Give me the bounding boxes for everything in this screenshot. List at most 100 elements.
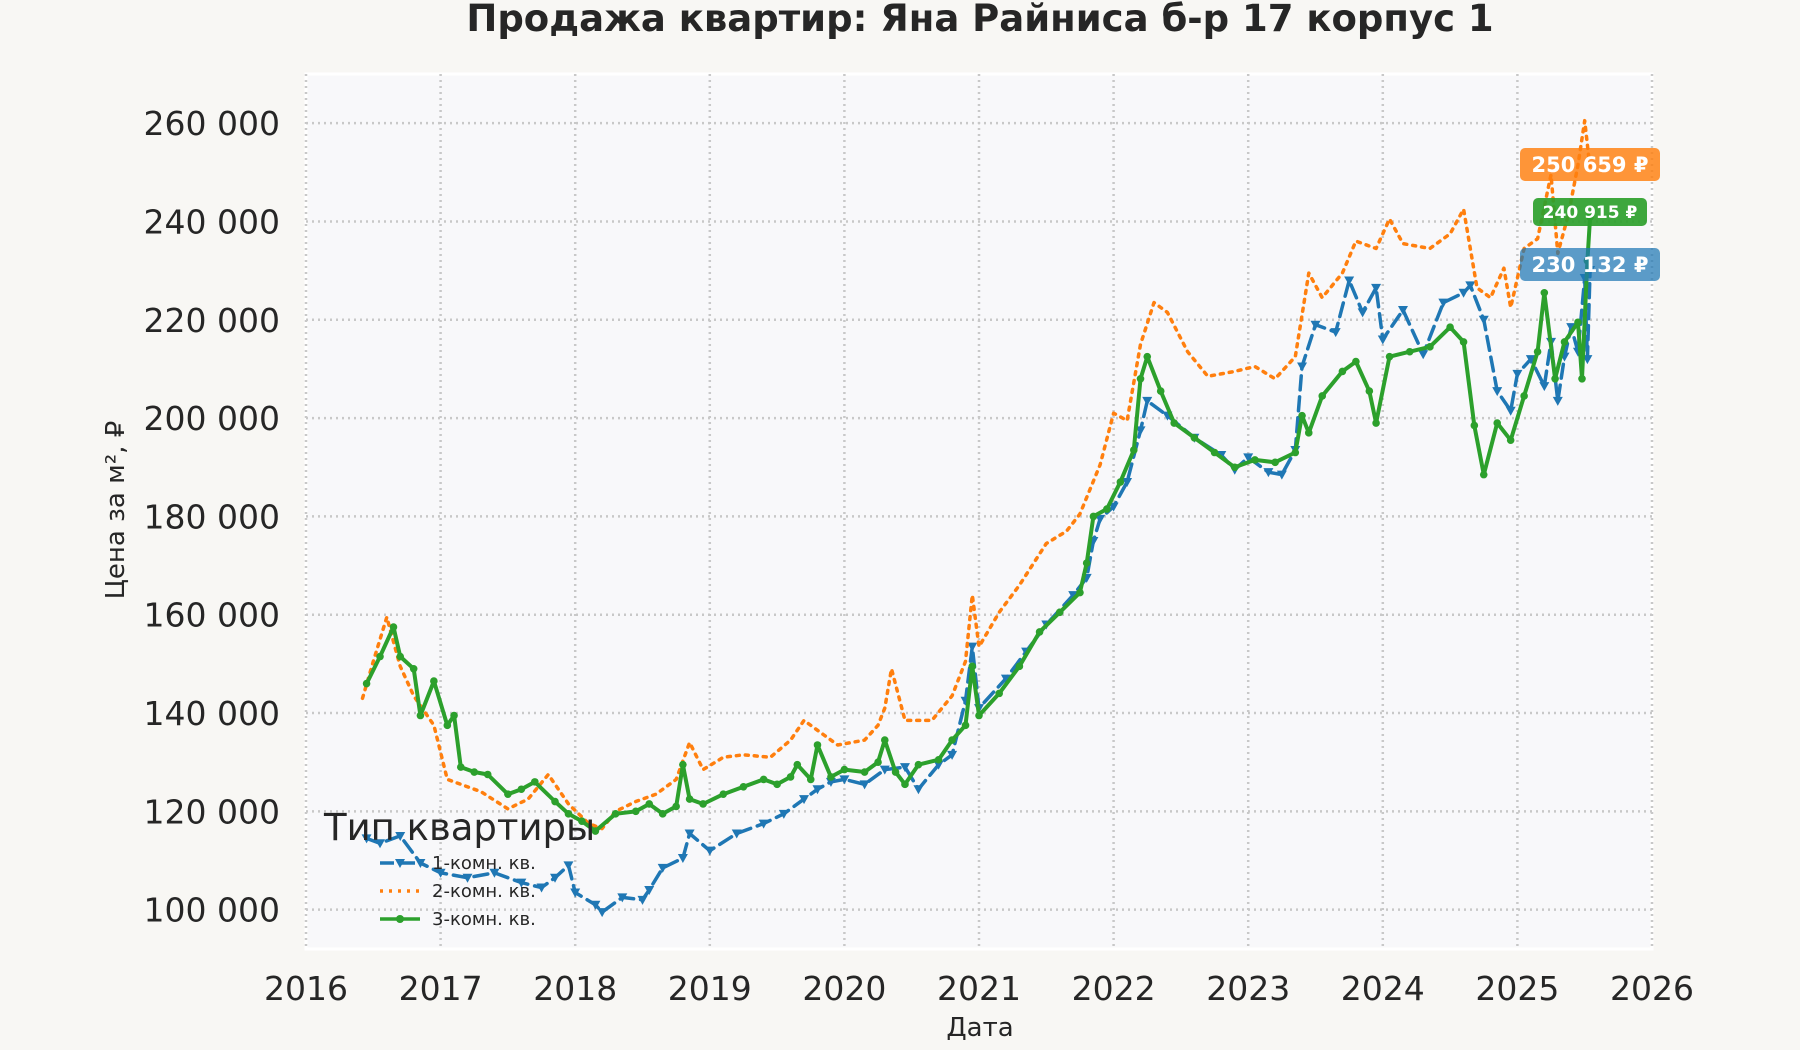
data-point <box>1477 287 1478 288</box>
data-point <box>456 763 465 771</box>
data-point <box>470 768 479 776</box>
data-point <box>1304 429 1313 437</box>
data-point <box>570 888 581 898</box>
data-point <box>904 720 905 721</box>
data-point <box>1297 362 1308 372</box>
data-point <box>386 617 387 618</box>
badge-background <box>1533 198 1647 226</box>
data-point <box>578 817 586 825</box>
data-point <box>1068 591 1079 601</box>
data-point <box>1295 356 1296 357</box>
data-point <box>1100 464 1101 465</box>
x-tick-label: 2017 <box>399 969 483 1008</box>
data-point <box>362 679 371 688</box>
last-value-badge: 240 915 ₽ <box>1533 198 1647 226</box>
data-point <box>1310 320 1321 330</box>
x-tick-label: 2023 <box>1206 969 1290 1008</box>
data-point <box>550 873 561 883</box>
data-point <box>825 777 836 787</box>
data-point <box>1525 355 1536 365</box>
data-point <box>1135 426 1146 436</box>
data-point <box>1089 512 1098 521</box>
data-point <box>864 740 865 741</box>
data-point <box>1153 302 1154 303</box>
data-point <box>637 895 648 905</box>
data-point <box>933 760 944 770</box>
data-point <box>689 742 690 743</box>
data-point <box>1318 392 1327 400</box>
legend: Тип квартиры 1-комн. кв. 2-комн. кв. 3-ком… <box>323 806 595 930</box>
data-point <box>617 893 628 903</box>
grid-lines <box>304 74 1654 949</box>
data-point <box>884 708 885 709</box>
data-point <box>914 760 923 769</box>
data-point <box>1465 281 1476 291</box>
data-point <box>1426 343 1434 351</box>
data-point <box>1000 674 1011 684</box>
data-point <box>480 791 481 792</box>
data-point <box>591 827 600 835</box>
y-tick-label: 220 000 <box>144 301 280 340</box>
data-point <box>447 779 448 780</box>
x-tick-label: 2024 <box>1341 969 1425 1008</box>
data-point <box>1210 448 1219 457</box>
data-point <box>373 661 374 662</box>
data-point <box>685 795 694 803</box>
data-point <box>1371 283 1382 293</box>
badge-label: 250 659 ₽ <box>1532 153 1649 177</box>
data-point <box>1503 268 1504 269</box>
data-point <box>672 802 680 811</box>
data-point <box>657 863 668 873</box>
data-point <box>1276 470 1287 480</box>
data-point <box>1015 662 1024 671</box>
data-point <box>1397 305 1408 315</box>
legend-item: 2-комн. кв. <box>380 881 536 902</box>
x-tick-label: 2018 <box>533 969 617 1008</box>
data-point <box>597 908 608 918</box>
data-point <box>967 642 978 652</box>
data-point <box>1322 297 1323 298</box>
data-point <box>1254 366 1255 367</box>
y-tick-label: 180 000 <box>144 497 280 536</box>
data-point <box>1578 374 1586 383</box>
data-point <box>361 834 372 844</box>
data-point <box>1533 347 1542 356</box>
x-tick-label: 2022 <box>1072 969 1156 1008</box>
data-point <box>1095 514 1106 524</box>
series-line <box>360 118 1592 831</box>
data-point <box>483 770 492 779</box>
data-point <box>812 785 823 795</box>
data-point <box>1520 392 1528 400</box>
badge-label: 240 915 ₽ <box>1543 203 1638 223</box>
data-point <box>551 797 559 806</box>
data-point <box>1291 448 1300 457</box>
data-point <box>1129 446 1138 454</box>
y-tick-label: 260 000 <box>144 104 280 143</box>
data-point <box>1479 470 1488 479</box>
data-point <box>1066 531 1067 532</box>
y-tick-label: 160 000 <box>144 596 280 635</box>
data-point <box>759 775 768 784</box>
data-point <box>517 785 526 794</box>
data-point <box>719 790 728 798</box>
data-point <box>504 790 512 798</box>
data-point <box>799 795 810 805</box>
badge-background <box>1520 248 1660 281</box>
data-point <box>891 668 892 669</box>
data-point <box>489 868 500 878</box>
data-point <box>602 828 603 829</box>
data-point <box>1230 463 1239 472</box>
data-point <box>1539 382 1550 392</box>
data-point <box>1055 608 1064 617</box>
data-point <box>952 695 953 696</box>
data-point <box>1506 436 1515 445</box>
data-point <box>947 750 958 760</box>
data-point <box>1076 588 1084 597</box>
data-point <box>1478 315 1489 325</box>
data-point <box>703 769 704 770</box>
data-point <box>793 760 802 769</box>
data-point <box>1429 248 1430 249</box>
data-point <box>1344 276 1355 286</box>
data-point <box>699 800 707 808</box>
